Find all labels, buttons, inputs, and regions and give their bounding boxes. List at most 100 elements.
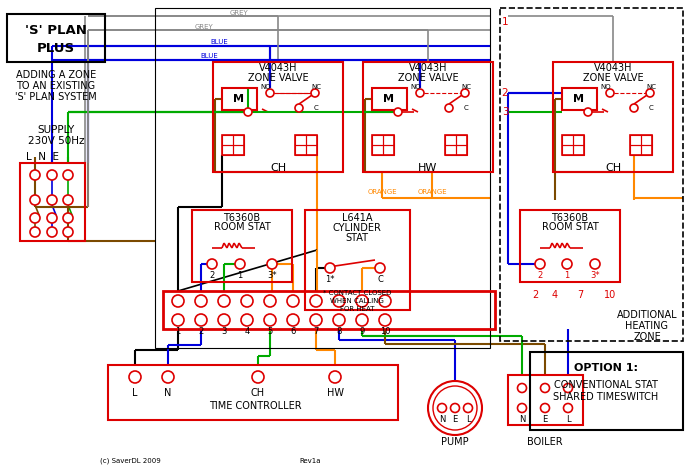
Circle shape <box>311 89 319 97</box>
Circle shape <box>379 295 391 307</box>
Circle shape <box>47 213 57 223</box>
Text: BLUE: BLUE <box>200 53 218 59</box>
Circle shape <box>540 383 549 393</box>
Text: BLUE: BLUE <box>210 39 228 45</box>
Text: STAT: STAT <box>346 233 368 243</box>
Circle shape <box>172 295 184 307</box>
Circle shape <box>47 170 57 180</box>
Text: N: N <box>164 388 172 398</box>
Circle shape <box>218 295 230 307</box>
Circle shape <box>287 314 299 326</box>
Bar <box>445 135 456 145</box>
Bar <box>562 135 584 155</box>
Circle shape <box>646 89 654 97</box>
Text: 1: 1 <box>502 17 509 27</box>
Text: 5: 5 <box>268 328 273 336</box>
Circle shape <box>464 403 473 412</box>
Bar <box>630 145 641 155</box>
Bar <box>630 135 652 155</box>
Text: 4: 4 <box>244 328 250 336</box>
Text: L: L <box>566 416 571 424</box>
Text: HEATING: HEATING <box>626 321 669 331</box>
Text: ZONE VALVE: ZONE VALVE <box>248 73 308 83</box>
Text: 1*: 1* <box>325 276 335 285</box>
Text: PUMP: PUMP <box>441 437 469 447</box>
Text: (c) SaverDL 2009: (c) SaverDL 2009 <box>99 458 160 464</box>
Circle shape <box>266 89 274 97</box>
Circle shape <box>584 108 592 116</box>
Circle shape <box>445 104 453 112</box>
Bar <box>573 135 584 145</box>
Text: 'S' PLAN: 'S' PLAN <box>25 23 87 37</box>
Circle shape <box>356 295 368 307</box>
Text: 2: 2 <box>199 328 204 336</box>
Circle shape <box>333 314 345 326</box>
Circle shape <box>461 89 469 97</box>
Circle shape <box>333 295 345 307</box>
Bar <box>306 145 317 155</box>
Text: NO: NO <box>261 84 271 90</box>
Bar <box>562 145 573 155</box>
Circle shape <box>310 295 322 307</box>
Circle shape <box>562 259 572 269</box>
Text: 8: 8 <box>336 328 342 336</box>
Circle shape <box>287 295 299 307</box>
Bar <box>233 135 244 145</box>
Text: V4043H: V4043H <box>594 63 632 73</box>
Circle shape <box>451 403 460 412</box>
Text: 3*: 3* <box>590 271 600 279</box>
Bar <box>363 62 493 172</box>
Text: BOILER: BOILER <box>527 437 563 447</box>
Bar <box>630 135 641 145</box>
Bar <box>222 88 257 110</box>
Circle shape <box>63 195 73 205</box>
Text: Rev1a: Rev1a <box>299 458 321 464</box>
Text: 2: 2 <box>532 290 538 300</box>
Bar <box>372 135 383 145</box>
Text: T6360B: T6360B <box>224 213 261 223</box>
Text: FOR HEAT: FOR HEAT <box>339 306 374 312</box>
Circle shape <box>195 295 207 307</box>
Circle shape <box>518 403 526 412</box>
Text: ZONE: ZONE <box>633 332 661 342</box>
Text: 'S' PLAN SYSTEM: 'S' PLAN SYSTEM <box>15 92 97 102</box>
Circle shape <box>329 371 341 383</box>
Text: 7: 7 <box>313 328 319 336</box>
Bar <box>233 145 244 155</box>
Bar <box>222 135 233 145</box>
Text: OPTION 1:: OPTION 1: <box>574 363 638 373</box>
Bar <box>562 135 573 145</box>
Circle shape <box>437 403 446 412</box>
Bar <box>500 8 683 341</box>
Text: SHARED TIMESWITCH: SHARED TIMESWITCH <box>553 392 659 402</box>
Circle shape <box>47 195 57 205</box>
Circle shape <box>433 386 477 430</box>
Text: M: M <box>233 94 244 104</box>
Text: M: M <box>573 94 584 104</box>
Text: CYLINDER: CYLINDER <box>333 223 382 233</box>
Text: ZONE VALVE: ZONE VALVE <box>397 73 458 83</box>
Bar <box>562 88 597 110</box>
Circle shape <box>162 371 174 383</box>
Text: TO AN EXISTING: TO AN EXISTING <box>17 81 95 91</box>
Text: 2: 2 <box>209 271 215 279</box>
Circle shape <box>325 263 335 273</box>
Text: C: C <box>314 105 318 111</box>
Circle shape <box>428 381 482 435</box>
Circle shape <box>218 314 230 326</box>
Text: 4: 4 <box>552 290 558 300</box>
Text: CH: CH <box>251 388 265 398</box>
Bar <box>573 145 584 155</box>
Text: L: L <box>466 416 471 424</box>
Circle shape <box>241 314 253 326</box>
Text: L  N  E: L N E <box>26 152 59 162</box>
Bar <box>20 163 85 241</box>
Bar <box>295 135 306 145</box>
Bar <box>445 145 456 155</box>
Text: 10: 10 <box>380 328 391 336</box>
Text: L: L <box>132 388 138 398</box>
Bar <box>520 210 620 282</box>
Text: 10: 10 <box>604 290 616 300</box>
Text: E: E <box>453 416 457 424</box>
Text: CH: CH <box>270 163 286 173</box>
